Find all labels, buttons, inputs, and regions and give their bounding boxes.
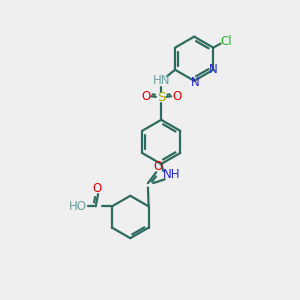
Text: O: O: [92, 182, 101, 195]
Text: N: N: [191, 76, 200, 89]
Text: O: O: [141, 90, 151, 103]
Text: NH: NH: [163, 168, 180, 181]
Text: O: O: [153, 160, 162, 173]
Text: HN: HN: [152, 74, 170, 87]
Text: S: S: [157, 91, 165, 104]
Text: Cl: Cl: [221, 35, 232, 48]
Text: HO: HO: [69, 200, 87, 213]
Text: O: O: [172, 90, 181, 103]
Text: N: N: [209, 63, 218, 76]
